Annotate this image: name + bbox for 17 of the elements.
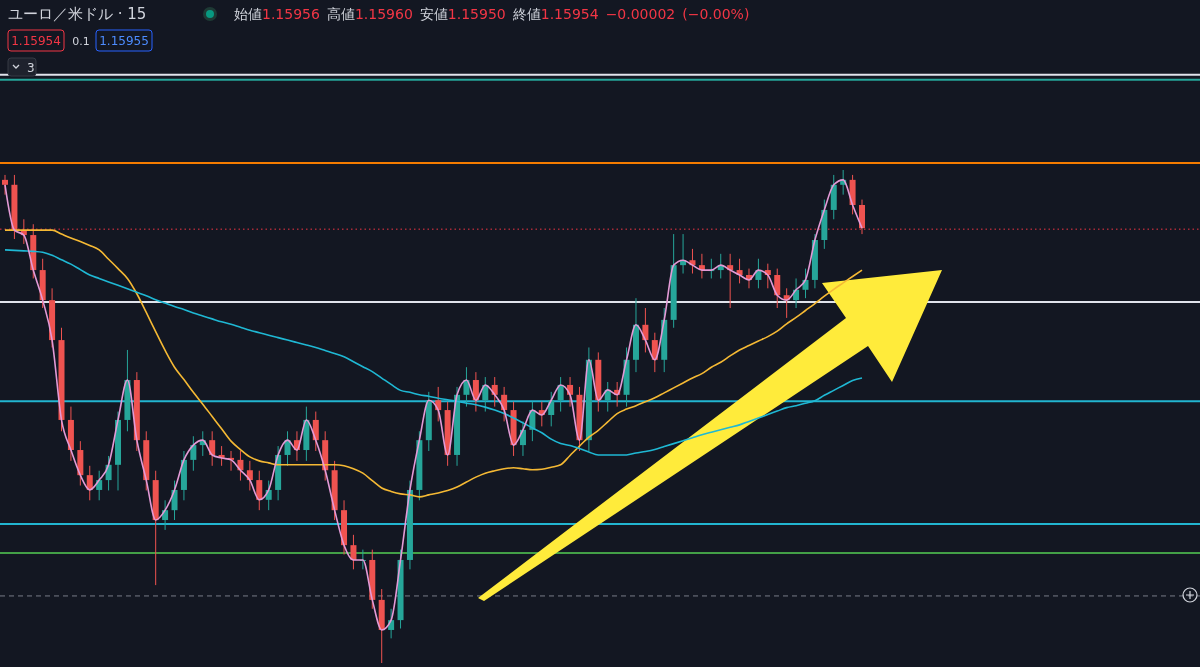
candlestick <box>774 268 781 309</box>
candlestick <box>86 465 93 501</box>
text: 3 <box>27 61 35 75</box>
text: 0.1 <box>72 35 90 48</box>
candlestick <box>209 430 216 467</box>
candlestick <box>350 534 357 570</box>
candlestick <box>190 435 197 472</box>
candlestick <box>548 391 555 427</box>
candlestick <box>859 199 865 235</box>
text: 1.15954 <box>11 34 61 48</box>
candlestick <box>2 174 8 196</box>
candlestick <box>171 480 178 521</box>
candlestick <box>256 470 263 511</box>
chart-title: ユーロ／米ドル · 15 <box>8 5 147 23</box>
text: 始値1.15956 高値1.15960 安値1.15950 終値1.15954 −0.00002 (−0.00%) <box>234 6 750 22</box>
text: 1.15955 <box>99 34 149 48</box>
candlestick <box>246 460 253 491</box>
